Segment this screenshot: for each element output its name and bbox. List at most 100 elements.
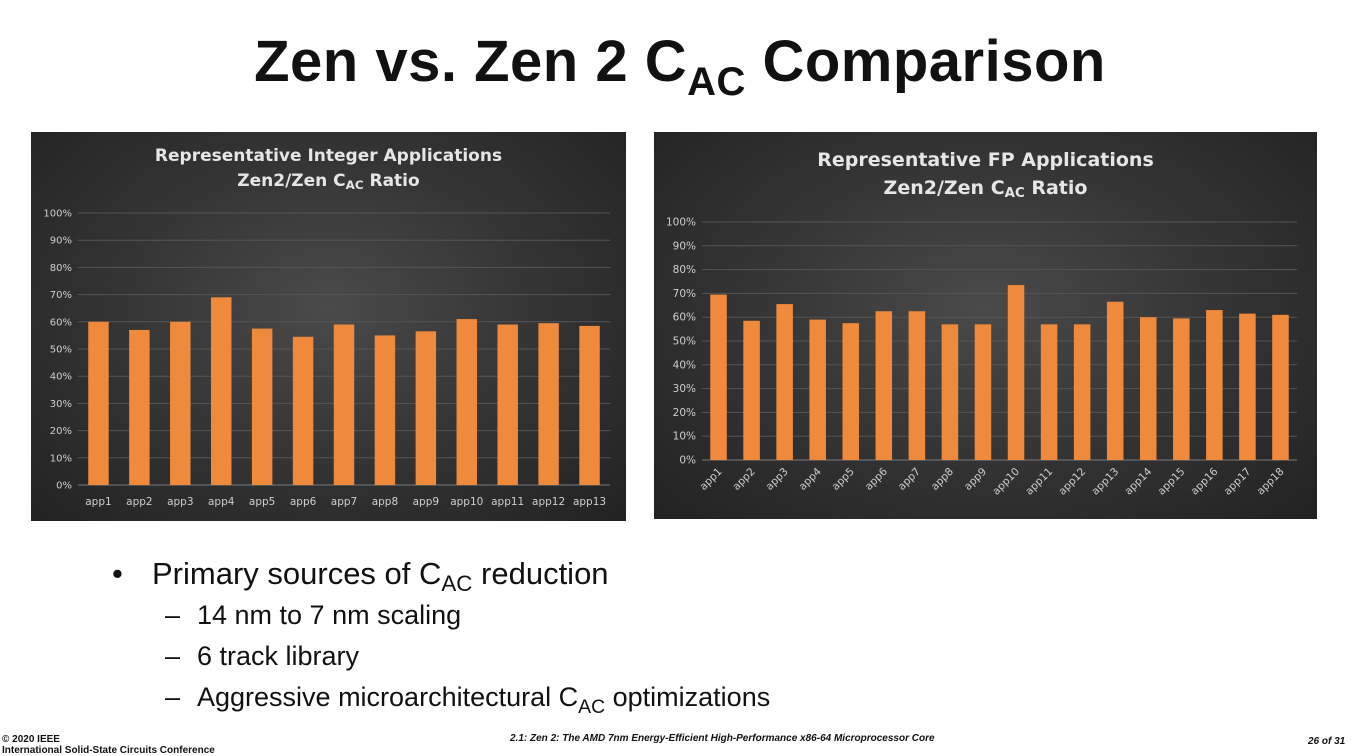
fp-chart-x-tick-label: app12	[1056, 466, 1088, 498]
integer-chart-x-tick-label: app1	[85, 496, 111, 508]
integer-chart-y-tick-label: 50%	[50, 345, 72, 356]
integer-chart-bar	[415, 331, 437, 485]
integer-chart-x-tick-label: app6	[290, 496, 317, 508]
integer-chart-bar	[374, 335, 396, 485]
footer-paper-title: 2.1: Zen 2: The AMD 7nm Energy-Efficient…	[510, 733, 935, 744]
fp-chart-x-tick-label: app16	[1189, 465, 1221, 497]
fp-chart-bar	[809, 319, 826, 460]
fp-chart-x-tick-label: app11	[1023, 466, 1055, 498]
fp-applications-chart: Representative FP Applications Zen2/Zen …	[654, 132, 1317, 519]
fp-chart-bar	[941, 324, 959, 460]
integer-chart-x-tick-label: app4	[208, 496, 235, 508]
bullet-main-text: Primary sources of CAC reduction	[152, 556, 609, 596]
footer-copyright: © 2020 IEEE International Solid-State Ci…	[2, 734, 215, 756]
fp-chart-bar	[743, 320, 760, 460]
fp-chart-y-tick-label: 90%	[673, 240, 696, 252]
fp-chart-y-tick-label: 60%	[673, 312, 696, 324]
fp-chart-x-tick-label: app9	[962, 466, 989, 493]
fp-chart-x-tick-label: app15	[1156, 466, 1188, 498]
integer-chart-title: Representative Integer Applications Zen2…	[31, 144, 626, 193]
footer-copyright-line: © 2020 IEEE	[2, 734, 60, 745]
sub-bullet-text: Aggressive microarchitectural CAC optimi…	[197, 682, 771, 718]
integer-chart-bar	[170, 321, 191, 485]
fp-chart-title: Representative FP Applications Zen2/Zen …	[654, 147, 1317, 202]
integer-chart-y-tick-label: 60%	[50, 317, 72, 328]
fp-chart-y-tick-label: 30%	[673, 383, 696, 395]
fp-chart-bar	[1073, 324, 1091, 460]
integer-chart-x-tick-label: app11	[491, 496, 524, 508]
fp-chart-y-tick-label: 20%	[673, 407, 696, 419]
fp-chart-bar	[974, 324, 992, 460]
integer-chart-x-tick-label: app12	[532, 496, 565, 508]
fp-chart-x-tick-label: app1	[697, 466, 724, 493]
integer-chart-bar	[456, 319, 477, 485]
fp-chart-bar	[710, 294, 727, 460]
integer-chart-x-tick-label: app7	[331, 496, 357, 508]
slide-title: Zen vs. Zen 2 CAC Comparison	[254, 29, 1106, 104]
fp-chart-title-line2: Zen2/Zen CAC Ratio	[883, 176, 1088, 201]
fp-chart-x-tick-label: app4	[797, 465, 824, 492]
fp-chart-x-tick-label: app5	[830, 466, 857, 493]
footer-conference-line: International Solid-State Circuits Confe…	[2, 745, 215, 756]
fp-chart-x-tick-label: app18	[1255, 466, 1287, 498]
integer-chart-plot: 0% 10% 20% 30% 40% 50% 60% 70% 80% 90% 100% app1 app…	[43, 209, 610, 508]
footer-page-number: 26 of 31	[1308, 736, 1346, 747]
integer-chart-title-line1: Representative Integer Applications	[154, 146, 503, 166]
integer-chart-y-tick-label: 10%	[50, 453, 72, 464]
fp-chart-bar	[1206, 310, 1223, 460]
integer-chart-y-tick-label: 90%	[50, 236, 72, 247]
fp-chart-plot: 0% 10% 20% 30% 40% 50% 60% 70% 80% 90% 100% app1 app…	[666, 217, 1297, 498]
fp-chart-bar	[776, 304, 793, 460]
fp-chart-bar	[1040, 324, 1058, 460]
fp-chart-y-tick-label: 10%	[673, 431, 696, 443]
integer-chart-y-tick-label: 40%	[50, 372, 72, 383]
fp-chart-title-line1: Representative FP Applications	[817, 149, 1154, 171]
integer-chart-title-line2: Zen2/Zen CAC Ratio	[237, 170, 420, 192]
fp-chart-bar	[1139, 317, 1157, 460]
sub-bullet-marker: –	[165, 682, 181, 712]
sub-bullet-marker: –	[165, 641, 181, 671]
integer-chart-y-tick-label: 70%	[50, 290, 72, 301]
fp-chart-y-tick-label: 70%	[673, 288, 696, 300]
fp-chart-y-tick-label: 0%	[679, 455, 696, 467]
fp-chart-bar	[1007, 285, 1025, 460]
integer-chart-x-tick-label: app13	[573, 496, 606, 508]
fp-chart-x-tick-label: app3	[764, 466, 791, 493]
integer-chart-bar	[251, 328, 273, 485]
fp-chart-x-tick-label: app10	[990, 466, 1022, 498]
integer-chart-bar	[129, 329, 150, 485]
integer-chart-x-tick-label: app8	[372, 496, 398, 508]
fp-chart-x-tick-label: app14	[1122, 465, 1154, 497]
fp-chart-bar	[1272, 314, 1289, 460]
integer-chart-bar	[88, 321, 109, 485]
fp-chart-bar	[908, 311, 926, 460]
sub-bullet-text: 6 track library	[197, 641, 360, 671]
integer-chart-x-tick-label: app2	[126, 496, 152, 508]
fp-chart-x-tick-label: app8	[929, 466, 956, 493]
fp-chart-bar	[1106, 301, 1124, 460]
integer-chart-bar	[292, 336, 314, 485]
fp-chart-x-tick-label: app7	[896, 466, 923, 493]
fp-chart-bar	[1239, 313, 1256, 460]
integer-applications-chart: Representative Integer Applications Zen2…	[31, 132, 626, 521]
fp-chart-x-tick-label: app6	[863, 465, 890, 492]
integer-chart-y-tick-label: 30%	[50, 399, 72, 410]
integer-chart-y-tick-label: 80%	[50, 263, 72, 274]
integer-chart-bar	[497, 324, 518, 485]
bullet-marker: •	[112, 556, 123, 591]
integer-chart-bar	[211, 297, 232, 485]
integer-chart-x-tick-label: app3	[167, 496, 193, 508]
fp-chart-x-tick-label: app13	[1089, 466, 1121, 498]
integer-chart-bar	[333, 324, 355, 485]
integer-chart-y-tick-label: 20%	[50, 426, 72, 437]
integer-chart-y-tick-label: 0%	[56, 481, 72, 492]
fp-chart-y-tick-label: 50%	[673, 336, 696, 348]
fp-chart-y-tick-label: 80%	[673, 264, 696, 276]
fp-chart-y-tick-label: 100%	[666, 217, 696, 229]
integer-chart-bar	[538, 323, 559, 485]
fp-chart-x-tick-label: app17	[1222, 466, 1254, 498]
integer-chart-y-tick-label: 100%	[43, 209, 72, 220]
sub-bullet-text: 14 nm to 7 nm scaling	[197, 600, 462, 630]
integer-chart-x-tick-label: app10	[450, 496, 483, 508]
fp-chart-bar	[875, 311, 893, 460]
